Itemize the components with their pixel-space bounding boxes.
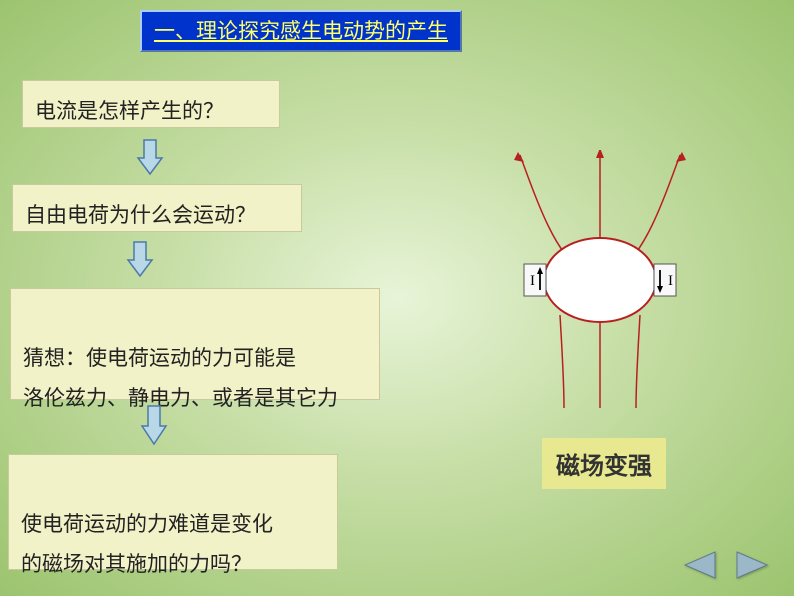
flow-arrow-3 (140, 404, 168, 446)
question-box-1: 电流是怎样产生的？ (22, 80, 280, 128)
diagram-caption: 磁场变强 (542, 438, 666, 489)
question-box-3: 使电荷运动的力难道是变化 的磁场对其施加的力吗？ (8, 454, 338, 570)
next-button[interactable] (734, 548, 772, 582)
q1-text: 电流是怎样产生的？ (35, 99, 224, 123)
current-box-right: I (654, 264, 676, 296)
guess-box: 猜想：使电荷运动的力可能是 洛伦兹力、静电力、或者是其它力 (10, 288, 380, 400)
question-box-2: 自由电荷为什么会运动？ (12, 184, 302, 232)
triangle-right-icon (735, 550, 771, 580)
triangle-left-icon (681, 550, 717, 580)
svg-text:I: I (668, 273, 673, 289)
title-box: 一、理论探究感生电动势的产生 (140, 10, 462, 52)
caption-text: 磁场变强 (556, 454, 652, 480)
prev-button[interactable] (680, 548, 718, 582)
guess-text: 猜想：使电荷运动的力可能是 洛伦兹力、静电力、或者是其它力 (23, 346, 338, 410)
svg-text:I: I (530, 273, 535, 289)
current-box-left: I (524, 264, 546, 296)
q3-text: 使电荷运动的力难道是变化 的磁场对其施加的力吗？ (21, 512, 273, 576)
field-loop-diagram: I I (460, 150, 740, 410)
flow-arrow-2 (126, 240, 154, 278)
flow-arrow-1 (136, 138, 164, 176)
q2-text: 自由电荷为什么会运动？ (25, 203, 256, 227)
